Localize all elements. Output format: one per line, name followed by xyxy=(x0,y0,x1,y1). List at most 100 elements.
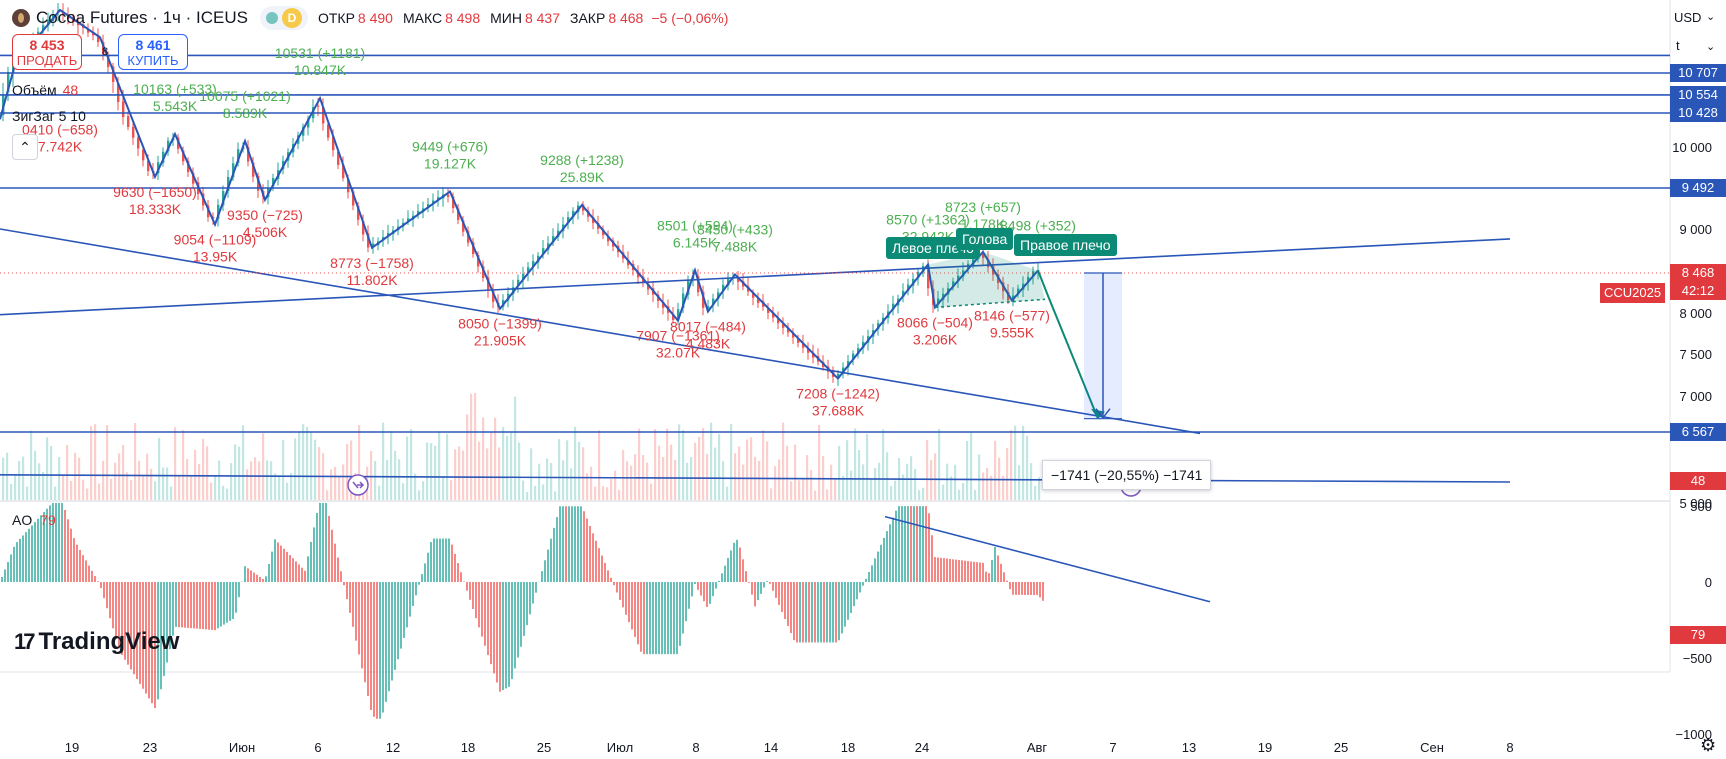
volume-bar xyxy=(950,476,953,500)
time-axis-label: 6 xyxy=(314,740,321,755)
time-axis-label: 12 xyxy=(386,740,400,755)
candle-body xyxy=(552,236,555,243)
volume-bar xyxy=(726,486,729,500)
candle-body xyxy=(192,172,195,184)
volume-bar xyxy=(802,477,805,500)
candle-body xyxy=(672,314,675,320)
volume-bar xyxy=(446,433,449,500)
time-axis-label: 24 xyxy=(915,740,929,755)
sell-button[interactable]: 8 453 ПРОДАТЬ xyxy=(12,34,82,70)
status-badge[interactable]: D xyxy=(259,6,308,30)
candle-body xyxy=(492,289,495,302)
volume-bar xyxy=(778,459,781,500)
volume-bar xyxy=(198,463,201,500)
candle-body xyxy=(937,298,940,305)
ao-trendline[interactable] xyxy=(884,515,1211,603)
symbol-title[interactable]: Cocoa Futures · 1ч · ICEUS xyxy=(36,8,248,27)
volume-bar xyxy=(258,461,261,500)
volume-bar xyxy=(318,447,321,500)
price-axis-tick: 7 500 xyxy=(1679,347,1712,362)
candle-body xyxy=(907,284,910,291)
volume-bar xyxy=(990,475,993,500)
trendline[interactable] xyxy=(0,238,1511,316)
volume-bar xyxy=(386,460,389,500)
volume-legend[interactable]: Объём 48 xyxy=(12,82,78,98)
volume-bar xyxy=(182,430,185,500)
volume-bar xyxy=(342,464,345,500)
zigzag-label-volume: 5.543K xyxy=(153,98,198,114)
zigzag-label-volume: 4.483K xyxy=(686,336,731,352)
pattern-label[interactable]: Голова xyxy=(956,228,1014,250)
price-tag: 48 xyxy=(1670,472,1726,491)
volume-bar xyxy=(254,457,257,500)
zigzag-legend[interactable]: ЗигЗаг 5 10 xyxy=(12,108,86,124)
time-axis-label: 8 xyxy=(1506,740,1513,755)
volume-bar xyxy=(514,396,517,500)
candle-body xyxy=(447,194,450,197)
volume-bar xyxy=(106,425,109,500)
candle-body xyxy=(837,373,840,379)
volume-bar xyxy=(238,446,241,500)
volume-bar xyxy=(330,469,333,500)
volume-bar xyxy=(946,463,949,500)
volume-bar xyxy=(658,445,661,500)
volume-bar xyxy=(226,488,229,500)
price-tag: 10 428 xyxy=(1670,104,1726,122)
replay-arrow-icon xyxy=(352,481,365,489)
volume-bar xyxy=(58,457,61,500)
volume-bar xyxy=(274,473,277,500)
measurement-label[interactable]: −1741 (−20,55%) −1741 xyxy=(1042,460,1212,490)
volume-bar xyxy=(606,487,609,500)
low-value: 8 437 xyxy=(524,10,561,26)
candle-body xyxy=(572,211,575,218)
candle-body xyxy=(122,101,125,118)
zigzag-label-volume: 7.742K xyxy=(38,138,83,154)
volume-bar xyxy=(542,484,545,500)
volume-bar xyxy=(298,431,301,500)
pattern-projection[interactable] xyxy=(1037,270,1099,420)
volume-bar xyxy=(794,444,797,500)
volume-bar xyxy=(966,441,969,500)
neckline[interactable] xyxy=(934,298,1046,309)
volume-bar xyxy=(774,466,777,500)
candle-body xyxy=(892,303,895,310)
candle-body xyxy=(132,126,135,138)
trendline[interactable] xyxy=(0,228,1201,435)
volume-bar xyxy=(70,480,73,500)
volume-bar xyxy=(686,462,689,500)
trendline[interactable] xyxy=(0,474,1511,483)
zigzag-line[interactable] xyxy=(0,8,1039,381)
volume-bar xyxy=(414,473,417,500)
collapse-legend-button[interactable]: ⌃ xyxy=(12,134,38,160)
volume-bar xyxy=(194,449,197,500)
delay-badge: D xyxy=(281,8,302,28)
volume-bar xyxy=(98,483,101,500)
zigzag-label-volume: 10.847K xyxy=(294,62,347,78)
pattern-label[interactable]: Правое плечо xyxy=(1014,234,1117,256)
zigzag-label-volume: 8.589K xyxy=(223,105,268,121)
volume-bar xyxy=(1022,425,1025,500)
volume-bar xyxy=(522,480,525,500)
buy-button[interactable]: 8 461 КУПИТЬ xyxy=(118,34,188,70)
candle-body xyxy=(532,261,535,268)
volume-bar xyxy=(474,392,477,500)
volume-bar xyxy=(22,456,25,500)
volume-bar xyxy=(806,455,809,500)
chevron-up-icon: ⌃ xyxy=(19,139,31,155)
volume-bar xyxy=(54,486,57,500)
zigzag-label-volume: 9.555K xyxy=(990,325,1035,341)
zigzag-label-volume: 3.206K xyxy=(913,331,958,347)
volume-bar xyxy=(694,442,697,500)
volume-bar xyxy=(150,468,153,500)
tradingview-logo[interactable]: 17 TradingView xyxy=(14,628,179,656)
volume-bar xyxy=(554,491,557,500)
volume-bar xyxy=(954,464,957,500)
volume-bar xyxy=(50,445,53,500)
candle-body xyxy=(212,216,215,219)
currency-selector[interactable]: USD ⌄ t ⌄ xyxy=(1670,4,1722,53)
gear-icon[interactable]: ⚙ xyxy=(1700,735,1717,755)
volume-bar xyxy=(974,489,977,500)
ao-legend[interactable]: AO 79 xyxy=(12,512,56,528)
zigzag-label-price: 9288 (+1238) xyxy=(540,152,624,168)
